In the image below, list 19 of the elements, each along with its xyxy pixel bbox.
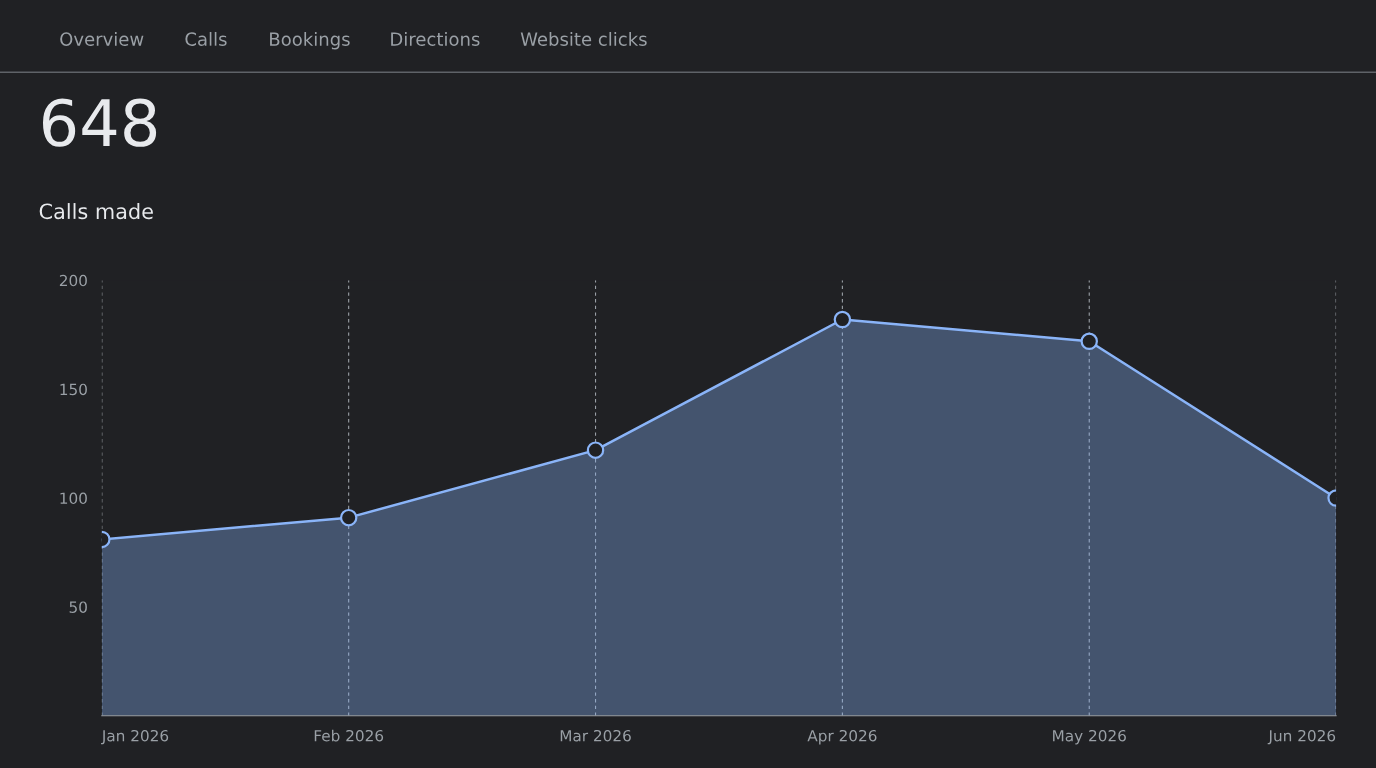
text: Bookings — [270, 31, 350, 50]
x-tick-label: Jan 2026 — [101, 729, 169, 745]
x-tick-label: May 2026 — [1053, 729, 1126, 745]
y-tick-label: 200 — [59, 274, 87, 287]
x-tick-label: Apr 2026 — [807, 729, 877, 745]
text: Overview — [60, 31, 144, 46]
x-tick-label: Jun 2026 — [1267, 729, 1336, 745]
text: Calls — [185, 31, 227, 46]
y-tick-label: 50 — [69, 601, 87, 613]
x-tick-label: Feb 2026 — [314, 729, 384, 742]
point — [833, 310, 852, 329]
chart-subtitle: Calls made — [39, 203, 153, 220]
y-tick-label: 100 — [60, 492, 87, 505]
y-tick-label: 150 — [60, 383, 87, 396]
text: Directions — [391, 31, 480, 46]
chart-title: 648 — [42, 98, 157, 147]
text: Website clicks — [520, 31, 647, 46]
x-tick-label: Mar 2026 — [560, 729, 631, 742]
point — [586, 441, 605, 459]
